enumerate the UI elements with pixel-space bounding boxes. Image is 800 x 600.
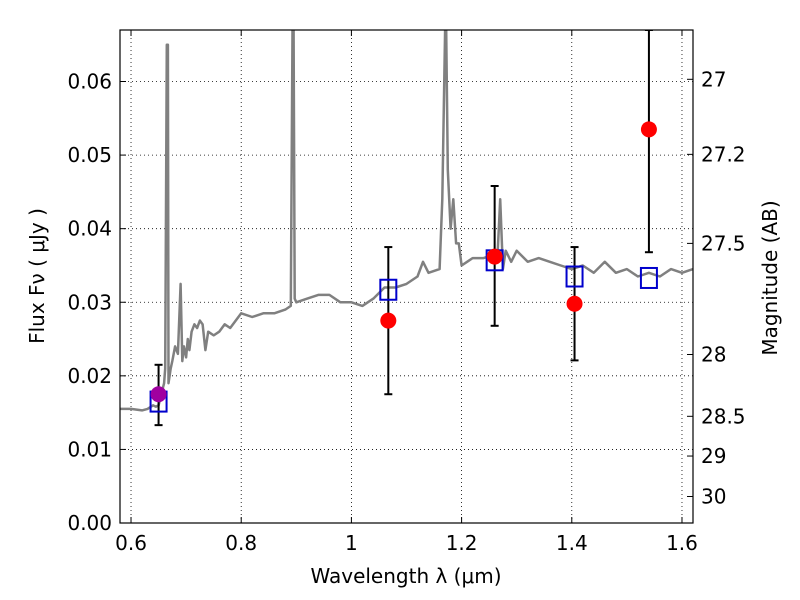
- right-tick-label: 28: [701, 342, 726, 366]
- x-tick-label: 1: [345, 531, 358, 555]
- grid: [120, 30, 693, 524]
- y-tick-label: 0.03: [67, 290, 112, 314]
- observed-photometry-point: [640, 121, 657, 138]
- right-tick-label: 27.5: [701, 231, 746, 255]
- right-tick-label: 29: [701, 444, 726, 468]
- plot-frame: [119, 29, 694, 524]
- y-tick-label: 0.01: [67, 437, 112, 461]
- spectrum-line: [120, 30, 693, 412]
- observed-photometry-point: [566, 295, 583, 312]
- y-tick-label: 0.00: [67, 511, 112, 535]
- x-tick-label: 0.8: [225, 531, 257, 555]
- x-tick-label: 0.6: [115, 531, 147, 555]
- y-tick-label: 0.05: [67, 143, 112, 167]
- x-tick-label: 1.4: [556, 531, 588, 555]
- y-tick-label: 0.04: [67, 217, 112, 241]
- observed-photometry-point: [150, 386, 167, 403]
- model-photometry-square: [639, 266, 658, 289]
- ticks: 0.6 0.8 1 1.2 1.4 1.6 0.00 0.01 0.02 0.03 0.04 0.05…: [67, 30, 746, 555]
- x-tick-label: 1.2: [446, 531, 478, 555]
- model-photometry-square: [379, 278, 398, 301]
- x-axis-label: Wavelength λ (μm): [310, 564, 501, 588]
- right-axis-label: Magnitude (AB): [758, 200, 782, 355]
- y-axis-label: Flux Fν ( μJy ): [25, 208, 49, 344]
- model-photometry-square: [565, 265, 584, 288]
- right-tick-label: 30: [701, 485, 726, 509]
- right-tick-label: 27.2: [701, 142, 746, 166]
- right-tick-label: 28.5: [701, 404, 746, 428]
- observed-photometry-point: [380, 312, 397, 329]
- data-layer: [120, 30, 693, 427]
- x-tick-label: 1.6: [666, 531, 698, 555]
- y-tick-label: 0.02: [67, 364, 112, 388]
- observed-photometry-point: [486, 248, 503, 265]
- right-tick-label: 27: [701, 67, 726, 91]
- y-tick-label: 0.06: [67, 70, 112, 94]
